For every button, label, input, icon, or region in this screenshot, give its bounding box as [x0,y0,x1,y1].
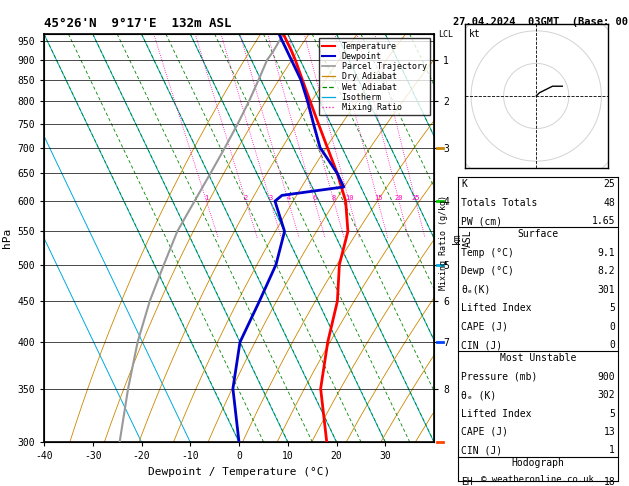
Text: 27.04.2024  03GMT  (Base: 00): 27.04.2024 03GMT (Base: 00) [453,17,629,27]
Text: 13: 13 [603,427,615,437]
Text: Temp (°C): Temp (°C) [461,248,514,258]
Text: EH: EH [461,477,473,486]
Text: 18: 18 [603,477,615,486]
Text: kt: kt [469,29,481,38]
Text: 48: 48 [603,198,615,208]
Text: 5: 5 [610,409,615,418]
Text: 20: 20 [395,195,403,201]
Text: CAPE (J): CAPE (J) [461,322,508,331]
Y-axis label: hPa: hPa [2,228,12,248]
Text: 10: 10 [345,195,353,201]
X-axis label: Dewpoint / Temperature (°C): Dewpoint / Temperature (°C) [148,467,330,477]
Text: 15: 15 [374,195,382,201]
Text: 8: 8 [331,195,336,201]
Text: CAPE (J): CAPE (J) [461,427,508,437]
Text: PW (cm): PW (cm) [461,216,502,226]
Text: 301: 301 [598,285,615,295]
Text: 3: 3 [268,195,272,201]
Text: 1: 1 [610,446,615,455]
Text: 25: 25 [411,195,420,201]
Text: CIN (J): CIN (J) [461,446,502,455]
Text: 5: 5 [610,303,615,313]
Text: Hodograph: Hodograph [511,458,565,469]
Y-axis label: km
ASL: km ASL [452,229,473,247]
Text: 1: 1 [204,195,209,201]
Text: Mixing Ratio (g/kg): Mixing Ratio (g/kg) [439,195,448,291]
Text: 302: 302 [598,390,615,400]
Text: Lifted Index: Lifted Index [461,303,532,313]
Text: 0: 0 [610,322,615,331]
Text: 900: 900 [598,372,615,382]
Text: Dewp (°C): Dewp (°C) [461,266,514,276]
Text: 1.65: 1.65 [592,216,615,226]
Text: CIN (J): CIN (J) [461,340,502,350]
Legend: Temperature, Dewpoint, Parcel Trajectory, Dry Adiabat, Wet Adiabat, Isotherm, Mi: Temperature, Dewpoint, Parcel Trajectory… [319,38,430,115]
Text: 6: 6 [313,195,316,201]
Text: 25: 25 [603,179,615,190]
Text: 2: 2 [244,195,248,201]
Text: 0: 0 [610,340,615,350]
Text: θₑ(K): θₑ(K) [461,285,491,295]
Text: Lifted Index: Lifted Index [461,409,532,418]
Text: 4: 4 [286,195,291,201]
Text: 45°26'N  9°17'E  132m ASL: 45°26'N 9°17'E 132m ASL [44,17,231,30]
Text: K: K [461,179,467,190]
Text: Surface: Surface [518,229,559,239]
Text: 8.2: 8.2 [598,266,615,276]
Text: © weatheronline.co.uk: © weatheronline.co.uk [481,474,594,484]
Text: θₑ (K): θₑ (K) [461,390,496,400]
Text: 9.1: 9.1 [598,248,615,258]
Text: LCL: LCL [438,30,453,39]
Text: Pressure (mb): Pressure (mb) [461,372,537,382]
Text: Totals Totals: Totals Totals [461,198,537,208]
Text: Most Unstable: Most Unstable [500,353,576,363]
